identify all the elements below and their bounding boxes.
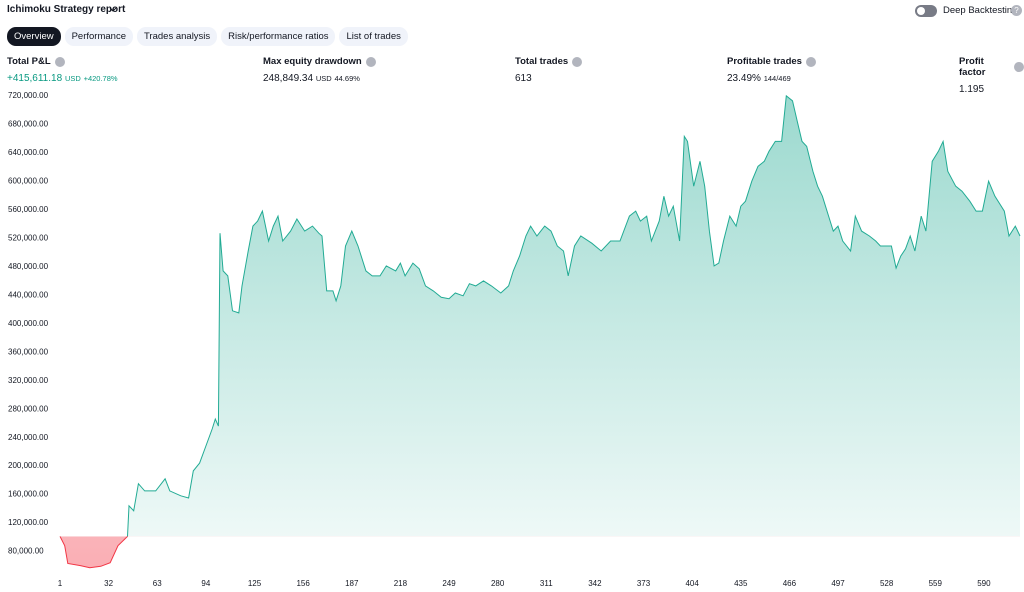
x-tick-label: 528 — [880, 579, 894, 588]
y-tick-label: 720,000.00 — [8, 91, 49, 100]
metric: Total trades 613 — [515, 56, 583, 84]
y-tick-label: 120,000.00 — [8, 518, 49, 527]
metric-unit: USD — [64, 74, 81, 83]
x-tick-label: 218 — [394, 579, 408, 588]
x-tick-label: 125 — [248, 579, 262, 588]
y-tick-label: 440,000.00 — [8, 290, 49, 299]
x-tick-label: 63 — [153, 579, 162, 588]
metric-label-text: Max equity drawdown — [263, 56, 362, 67]
x-tick-label: 435 — [734, 579, 748, 588]
tab[interactable]: Performance — [64, 27, 133, 46]
y-tick-label: 80,000.00 — [8, 547, 44, 556]
y-tick-label: 280,000.00 — [8, 404, 49, 413]
tab[interactable]: Trades analysis — [136, 27, 218, 46]
metric-label: Profitable trades — [727, 56, 816, 67]
metric-extra: 144/469 — [763, 74, 791, 83]
metric-label: Max equity drawdown — [263, 56, 376, 67]
tab[interactable]: Risk/performance ratios — [221, 27, 336, 46]
x-tick-label: 187 — [345, 579, 359, 588]
metric-value-row: 23.49% 144/469 — [727, 73, 816, 84]
metric: Profit factor 1.195 — [959, 56, 1024, 95]
metric: Profitable trades 23.49% 144/469 — [727, 56, 816, 84]
metric-unit: USD — [315, 74, 332, 83]
help-icon[interactable]: ? — [1011, 5, 1022, 16]
x-tick-label: 590 — [977, 579, 991, 588]
x-tick-label: 559 — [929, 579, 943, 588]
x-tick-label: 280 — [491, 579, 505, 588]
x-tick-label: 32 — [104, 579, 113, 588]
x-tick-label: 311 — [540, 579, 553, 588]
metric-value-row: 1.195 — [959, 84, 1024, 95]
x-tick-label: 156 — [296, 579, 310, 588]
toggle[interactable] — [915, 5, 937, 17]
y-tick-label: 320,000.00 — [8, 376, 49, 385]
y-tick-label: 160,000.00 — [8, 490, 49, 499]
y-tick-label: 360,000.00 — [8, 347, 49, 356]
metric-value: +415,611.18 — [7, 73, 63, 84]
metric-label-text: Total P&L — [7, 56, 51, 67]
y-tick-label: 480,000.00 — [8, 262, 49, 271]
info-icon[interactable] — [572, 56, 583, 67]
info-icon[interactable] — [1014, 62, 1024, 72]
metric-extra: 44.69% — [334, 74, 360, 83]
x-tick-label: 466 — [783, 579, 797, 588]
x-tick-label: 373 — [637, 579, 651, 588]
y-tick-label: 520,000.00 — [8, 233, 49, 242]
metric-value: 1.195 — [959, 84, 985, 95]
y-tick-label: 200,000.00 — [8, 461, 49, 470]
metric-value: 613 — [515, 73, 532, 84]
x-tick-label: 94 — [201, 579, 210, 588]
report-title[interactable]: Ichimoku Strategy report — [7, 4, 126, 15]
metric-value-row: +415,611.18 USD +420.78% — [7, 73, 118, 84]
y-tick-label: 560,000.00 — [8, 205, 49, 214]
metric-label: Profit factor — [959, 56, 1024, 78]
tab[interactable]: Overview — [7, 27, 61, 46]
metric-extra: +420.78% — [83, 74, 118, 83]
metric-label-text: Total trades — [515, 56, 569, 67]
y-tick-label: 240,000.00 — [8, 433, 49, 442]
info-icon[interactable] — [365, 56, 376, 67]
y-tick-label: 600,000.00 — [8, 177, 49, 186]
metric-label: Total trades — [515, 56, 583, 67]
x-tick-label: 249 — [442, 579, 456, 588]
y-tick-label: 640,000.00 — [8, 148, 49, 157]
tabs: Overview Performance Trades analysis Risk/p… — [7, 27, 408, 46]
x-tick-label: 1 — [58, 579, 63, 588]
equity-area — [60, 95, 1020, 537]
metric-value: 23.49% — [727, 73, 761, 84]
x-tick-label: 497 — [831, 579, 845, 588]
info-icon[interactable] — [54, 56, 65, 67]
equity-line — [59, 94, 1021, 537]
metric-label: Total P&L — [7, 56, 118, 67]
toggle-label: Deep Backtesting — [943, 5, 1018, 16]
tab[interactable]: List of trades — [339, 27, 408, 46]
metric-value-row: 613 — [515, 73, 582, 84]
info-icon[interactable] — [805, 56, 816, 67]
y-tick-label: 400,000.00 — [8, 319, 49, 328]
metric-value-row: 248,849.34 USD 44.69% — [263, 73, 376, 84]
metric-label-text: Profit factor — [959, 56, 986, 78]
x-tick-label: 342 — [588, 579, 602, 588]
y-tick-label: 680,000.00 — [8, 120, 49, 129]
metric: Total P&L +415,611.18 USD +420.78% — [7, 56, 118, 84]
metric-value: 248,849.34 — [263, 73, 314, 84]
metric: Max equity drawdown 248,849.34 USD 44.69% — [263, 56, 376, 84]
metric-label-text: Profitable trades — [727, 56, 802, 67]
x-tick-label: 404 — [685, 579, 699, 588]
dropdown-icon[interactable] — [108, 4, 118, 14]
